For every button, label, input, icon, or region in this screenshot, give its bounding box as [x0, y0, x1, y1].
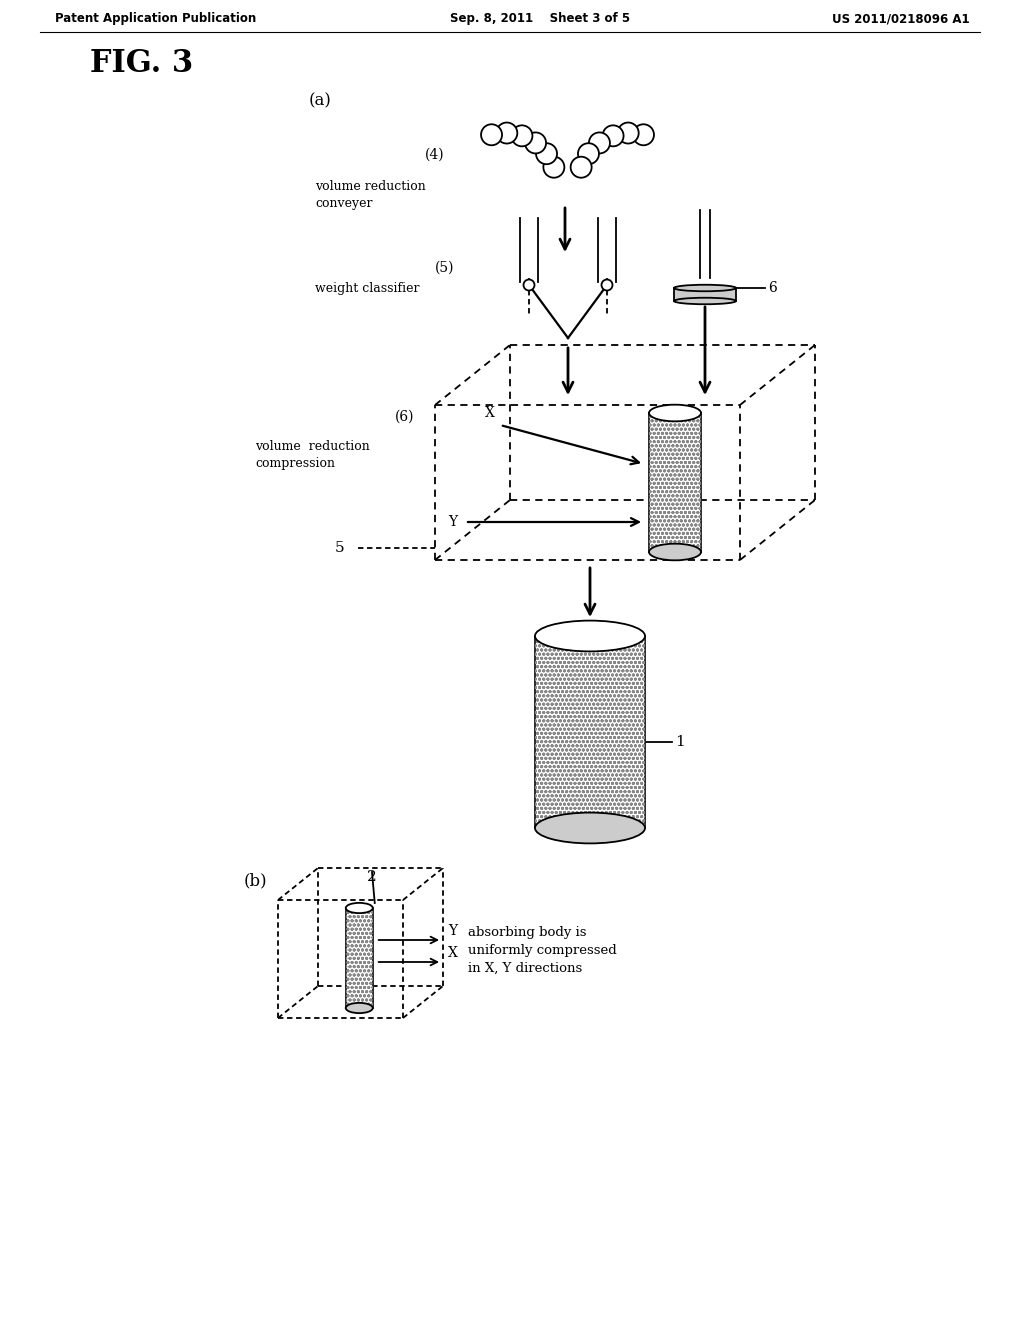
Text: (4): (4) — [425, 148, 444, 162]
Text: (a): (a) — [308, 92, 332, 110]
Ellipse shape — [649, 405, 701, 421]
Circle shape — [601, 280, 612, 290]
Text: 6: 6 — [768, 281, 777, 294]
Bar — [649, 413, 701, 552]
Text: X: X — [485, 407, 495, 420]
Text: (b): (b) — [243, 873, 267, 888]
Text: Y: Y — [447, 515, 457, 529]
Text: US 2011/0218096 A1: US 2011/0218096 A1 — [833, 12, 970, 25]
Circle shape — [633, 124, 654, 145]
Text: (6): (6) — [395, 411, 415, 424]
Circle shape — [525, 132, 546, 153]
Circle shape — [602, 125, 624, 147]
Bar — [346, 908, 373, 1008]
Text: 2: 2 — [368, 870, 377, 884]
Text: Sep. 8, 2011    Sheet 3 of 5: Sep. 8, 2011 Sheet 3 of 5 — [450, 12, 630, 25]
Text: X: X — [447, 946, 458, 960]
Circle shape — [570, 157, 592, 178]
Text: (5): (5) — [435, 261, 455, 275]
Ellipse shape — [346, 903, 373, 913]
Circle shape — [523, 280, 535, 290]
Ellipse shape — [535, 620, 645, 651]
Text: 5: 5 — [335, 541, 345, 554]
Text: Y: Y — [447, 924, 457, 939]
Circle shape — [497, 123, 517, 144]
Text: absorbing body is
uniformly compressed
in X, Y directions: absorbing body is uniformly compressed i… — [468, 927, 616, 975]
Ellipse shape — [649, 544, 701, 560]
Text: 1: 1 — [675, 735, 685, 748]
Text: weight classifier: weight classifier — [315, 282, 420, 294]
Bar — [674, 288, 736, 301]
Circle shape — [617, 123, 639, 144]
Circle shape — [544, 157, 564, 178]
Circle shape — [589, 132, 610, 153]
Ellipse shape — [674, 285, 736, 292]
Ellipse shape — [674, 298, 736, 304]
Circle shape — [481, 124, 502, 145]
Text: Patent Application Publication: Patent Application Publication — [55, 12, 256, 25]
Bar — [346, 908, 373, 1008]
Circle shape — [578, 143, 599, 164]
Circle shape — [536, 143, 557, 164]
Text: volume  reduction
compression: volume reduction compression — [255, 440, 370, 470]
Text: FIG. 3: FIG. 3 — [90, 48, 194, 79]
Bar — [535, 636, 645, 828]
Text: volume reduction
conveyer: volume reduction conveyer — [315, 180, 426, 210]
Ellipse shape — [535, 813, 645, 843]
Ellipse shape — [346, 1003, 373, 1014]
Bar — [649, 413, 701, 552]
Bar — [535, 636, 645, 828]
Circle shape — [511, 125, 532, 147]
